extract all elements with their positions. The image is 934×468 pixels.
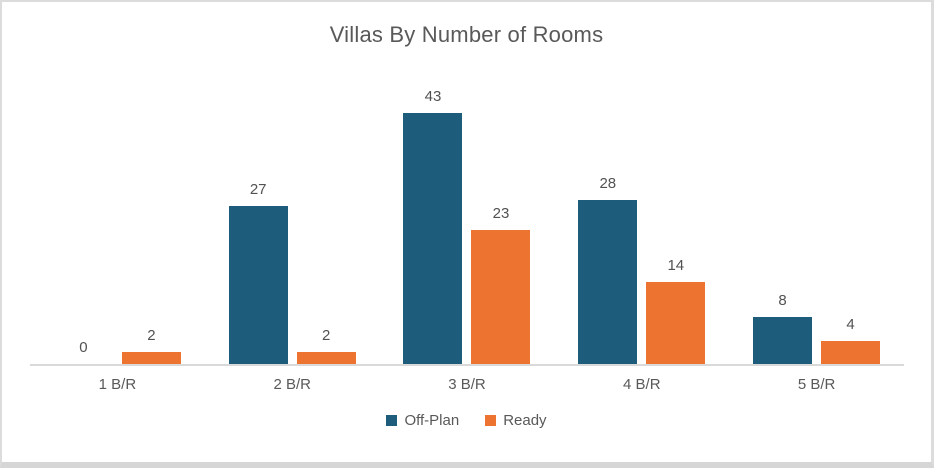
- bar-with-label: 14: [646, 257, 706, 364]
- category-label: 1 B/R: [98, 376, 137, 393]
- bar-with-label: 2: [296, 327, 356, 364]
- bar-ready-2-b-r: [296, 352, 356, 364]
- bar-groups: 0 2 27 2 43 23 28 14 8 4: [30, 54, 904, 364]
- bar-with-label: 43: [403, 88, 463, 364]
- bar-with-label: 8: [753, 292, 813, 364]
- bar-ready-3-b-r: [471, 230, 531, 364]
- legend-item-off-plan: Off-Plan: [386, 412, 459, 429]
- legend-swatch-icon: [485, 415, 497, 426]
- data-label: 2: [147, 327, 156, 344]
- category-label: 2 B/R: [273, 376, 311, 393]
- legend-label: Off-Plan: [404, 412, 460, 429]
- data-label: 27: [249, 181, 267, 198]
- data-label: 2: [322, 327, 331, 344]
- category-label: 4 B/R: [623, 376, 661, 393]
- bar-with-label: 4: [821, 316, 881, 364]
- data-label: 23: [492, 205, 510, 222]
- bar-off-plan-3-b-r: [403, 113, 463, 364]
- data-label: 14: [667, 257, 685, 274]
- data-label: 4: [846, 316, 855, 333]
- chart-title: Villas By Number of Rooms: [329, 22, 604, 47]
- bar-with-label: 27: [228, 181, 288, 364]
- bar-ready-5-b-r: [821, 341, 881, 364]
- data-label: 0: [79, 339, 88, 356]
- category-label: 5 B/R: [797, 376, 836, 393]
- data-label: 8: [778, 292, 787, 309]
- category-label: 3 B/R: [448, 376, 486, 393]
- data-label: 43: [424, 88, 442, 105]
- legend-item-ready: Ready: [485, 412, 547, 429]
- bar-with-label: 23: [471, 205, 531, 364]
- bar-off-plan-2-b-r: [228, 206, 288, 364]
- category-group: 43 23: [380, 54, 555, 364]
- bar-ready-4-b-r: [646, 282, 706, 364]
- x-axis-labels: 1 B/R 2 B/R 3 B/R 4 B/R 5 B/R: [30, 366, 904, 393]
- bar-off-plan-4-b-r: [578, 200, 638, 364]
- plot-area: 0 2 27 2 43 23 28 14 8 4: [30, 54, 904, 366]
- bar-off-plan-5-b-r: [753, 317, 813, 364]
- legend: Off-Plan Ready: [2, 412, 931, 429]
- category-group: 27 2: [205, 54, 380, 364]
- bar-with-label: 2: [121, 327, 181, 364]
- legend-label: Ready: [503, 412, 547, 429]
- data-label: 28: [599, 175, 617, 192]
- bar-with-label: 28: [578, 175, 638, 364]
- legend-swatch-icon: [386, 415, 398, 426]
- bar-ready-1-b-r: [121, 352, 181, 364]
- bar-with-label: 0: [54, 339, 113, 364]
- category-group: 28 14: [554, 54, 729, 364]
